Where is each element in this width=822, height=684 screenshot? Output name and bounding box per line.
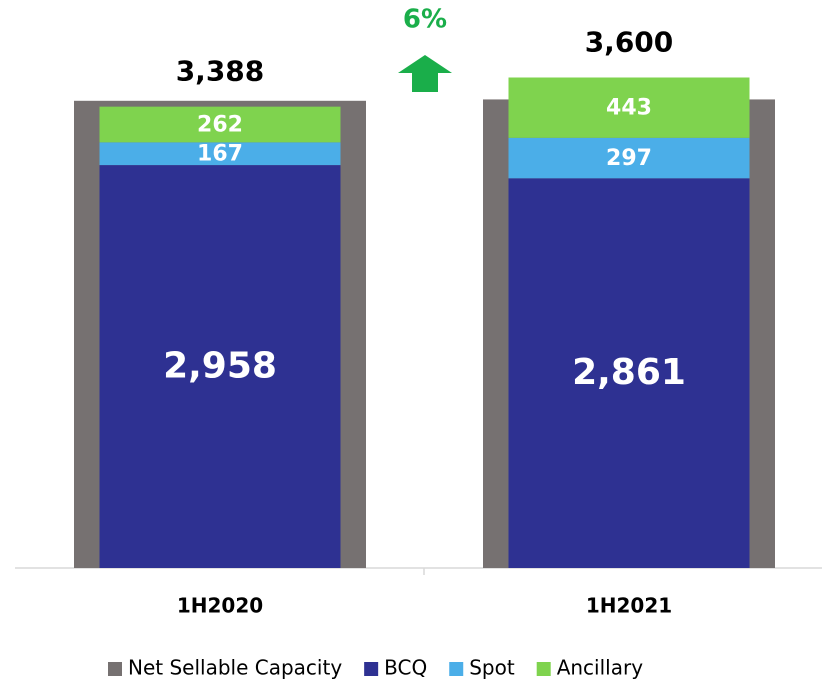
bar-segment	[508, 77, 750, 138]
legend-swatch	[536, 662, 551, 676]
bar-segment	[99, 142, 341, 166]
growth-arrow	[398, 55, 452, 92]
bar-segment	[508, 137, 750, 179]
legend-label: BCQ	[384, 656, 427, 680]
legend-swatch	[108, 662, 122, 676]
total-label: 3,600	[585, 26, 674, 59]
x-tick-label: 1H2021	[586, 594, 672, 618]
legend-swatch	[449, 662, 464, 676]
segment-label: 262	[197, 112, 243, 137]
segment-label: 2,861	[572, 352, 686, 393]
bar-segment	[99, 165, 341, 568]
segment-label: 167	[197, 142, 243, 167]
legend-label: Ancillary	[557, 656, 644, 680]
legend-label: Net Sellable Capacity	[128, 656, 342, 680]
legend-swatch	[364, 662, 379, 676]
growth-annotation: 6%	[403, 5, 447, 35]
bar-segment	[508, 178, 750, 569]
x-tick-label: 1H2020	[177, 594, 263, 618]
bar-segment	[99, 106, 341, 143]
legend-label: Spot	[469, 656, 515, 680]
segment-label: 443	[606, 96, 652, 121]
segment-label: 297	[606, 146, 652, 171]
segment-label: 2,958	[163, 346, 277, 387]
total-label: 3,388	[176, 55, 265, 88]
